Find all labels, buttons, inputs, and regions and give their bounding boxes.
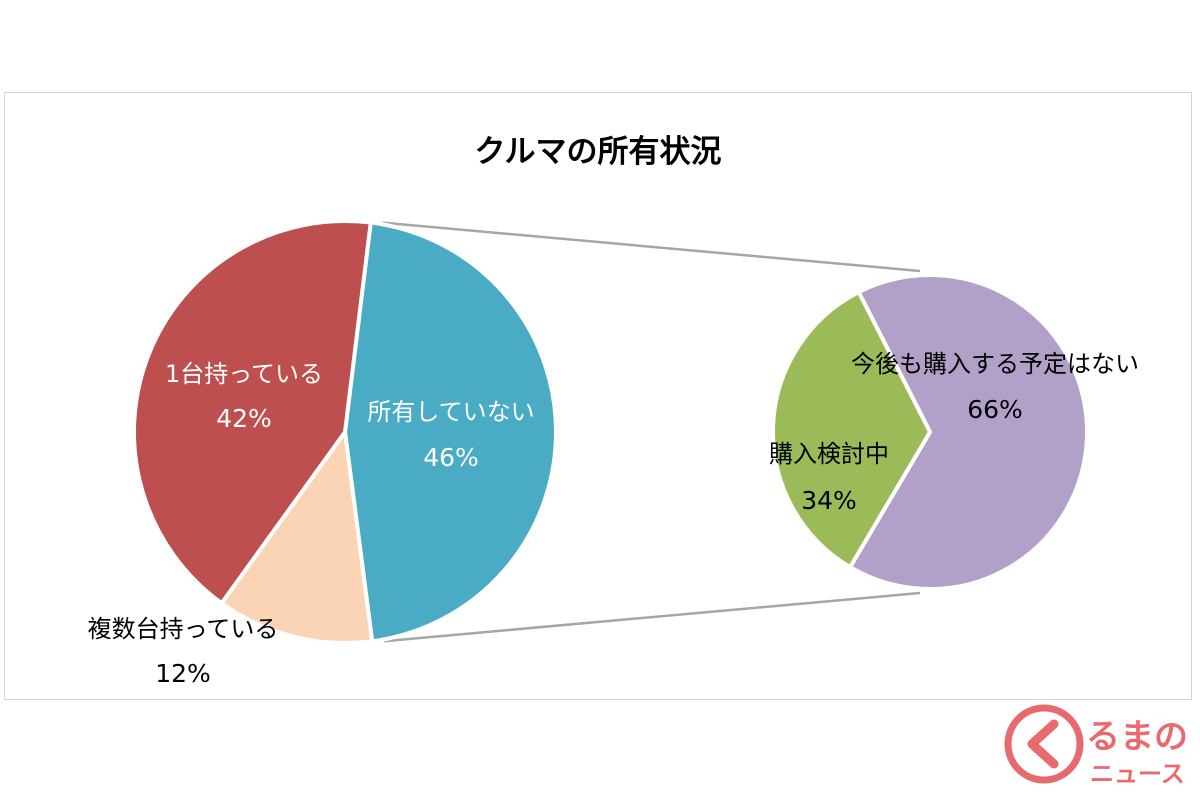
logo-chevron-icon (1027, 719, 1059, 769)
logo-text-bottom: ニュース (1090, 760, 1185, 788)
logo-text-top: るまの (1086, 717, 1188, 757)
sub-pie (770, 273, 1089, 591)
connector-line-top (382, 221, 921, 273)
main-pie (132, 219, 558, 645)
label-no-car-value: 46% (423, 443, 479, 472)
slice-multiple-cars (219, 430, 375, 645)
slice-one-car (132, 219, 373, 606)
chart-title: クルマの所有状況 (474, 134, 721, 170)
label-considering-value: 34% (801, 486, 857, 515)
connector-lines (382, 221, 921, 643)
label-no-plan-value: 66% (967, 395, 1023, 424)
chart-frame (4, 92, 1192, 700)
label-multiple-cars-name: 複数台持っている (88, 615, 279, 643)
label-no-plan-name: 今後も購入する予定はない (851, 350, 1139, 378)
label-considering-name: 購入検討中 (769, 440, 889, 468)
label-one-car-name: 1台持っている (165, 360, 323, 388)
slice-no-plan (848, 273, 1089, 591)
slice-no-car (343, 220, 558, 644)
connector-line-bottom (384, 591, 921, 643)
label-one-car-value: 42% (216, 404, 272, 433)
label-no-car-name: 所有していない (367, 398, 534, 426)
kuruma-news-logo: るまの ニュース (1004, 704, 1188, 788)
logo-k-circle-icon (1004, 704, 1084, 784)
slice-considering (770, 290, 932, 570)
label-multiple-cars-value: 12% (155, 659, 211, 688)
